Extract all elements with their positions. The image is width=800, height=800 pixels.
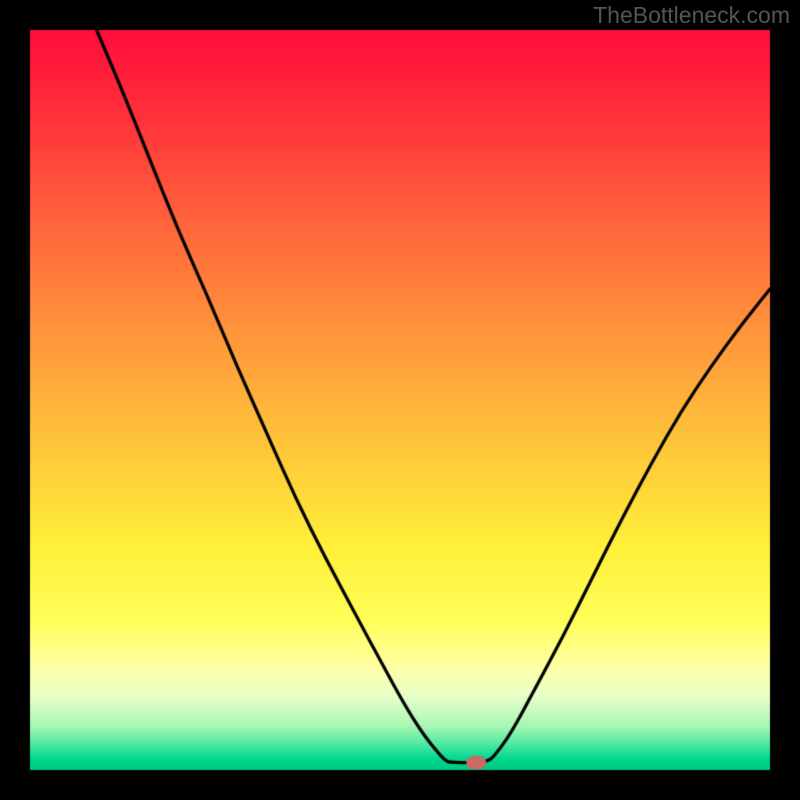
bottleneck-chart-canvas [0, 0, 800, 800]
chart-container: TheBottleneck.com [0, 0, 800, 800]
watermark-text: TheBottleneck.com [593, 2, 790, 29]
